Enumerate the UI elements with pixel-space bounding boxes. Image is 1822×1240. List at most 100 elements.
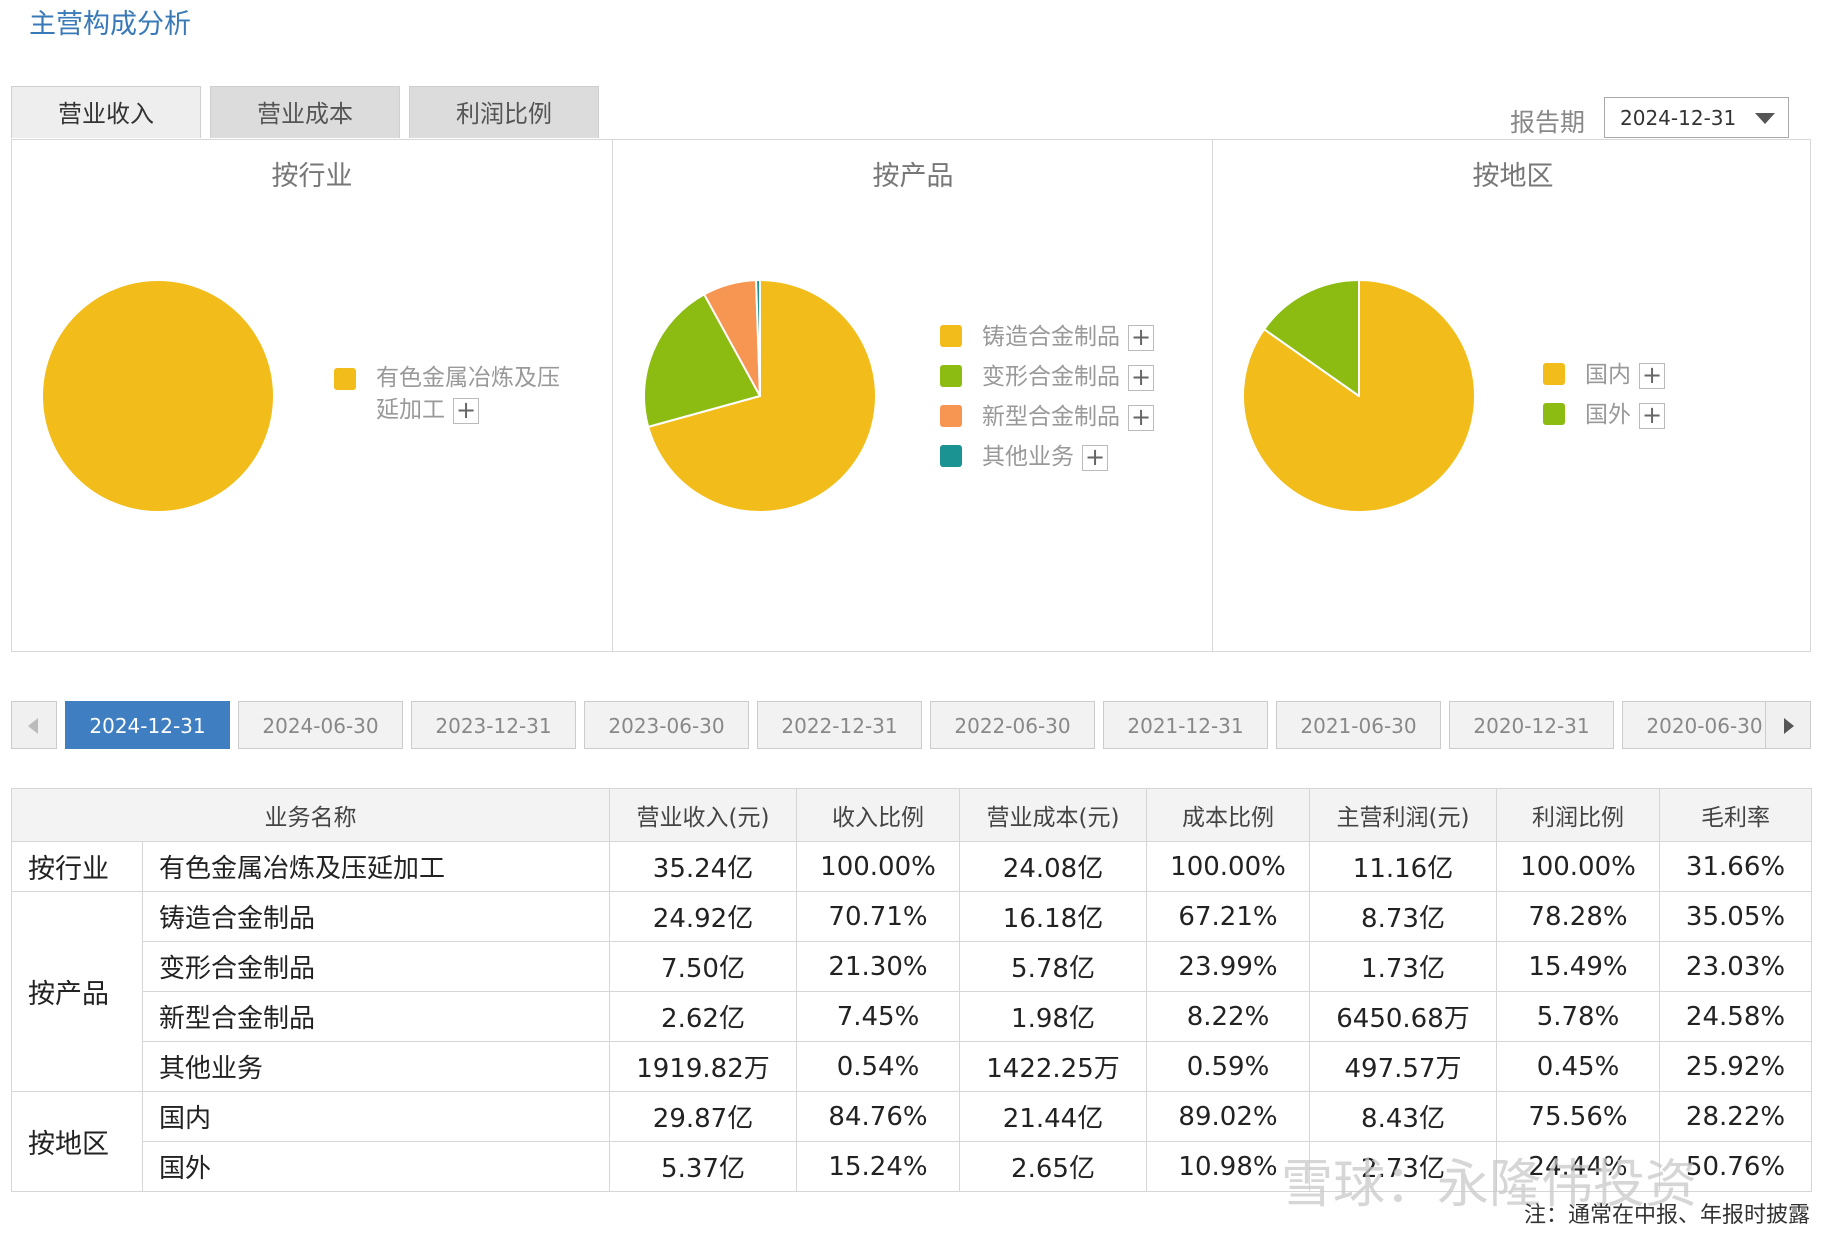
- table-row: 变形合金制品 7.50亿 21.30% 5.78亿 23.99% 1.73亿 15.49% 2…: [12, 941, 1812, 992]
- pie-slice[interactable]: [41, 279, 275, 513]
- table-cell: 5.78%: [1496, 991, 1660, 1042]
- pie-slice[interactable]: [643, 293, 761, 428]
- col-header-gross-margin: 毛利率: [1659, 788, 1812, 842]
- table-cell: 5.78亿: [959, 941, 1147, 992]
- date-button[interactable]: 2021-06-30: [1276, 701, 1441, 749]
- table-cell: 89.02%: [1146, 1091, 1310, 1142]
- table-cell: 0.45%: [1496, 1041, 1660, 1092]
- pie-chart: [1242, 279, 1476, 513]
- table-cell: 8.73亿: [1309, 891, 1497, 942]
- report-period-label: 报告期: [1510, 108, 1586, 137]
- table-cell: 67.21%: [1146, 891, 1310, 942]
- table-cell: 50.76%: [1659, 1141, 1812, 1192]
- legend-label: 国外 +: [1585, 397, 1665, 433]
- date-button[interactable]: 2022-12-31: [757, 701, 922, 749]
- table-row: 国外 5.37亿 15.24% 2.65亿 10.98% 2.73亿 24.44% 50.76…: [12, 1141, 1812, 1192]
- date-button[interactable]: 2024-06-30: [238, 701, 403, 749]
- chevron-right-icon: [1784, 718, 1794, 734]
- table-cell: 24.08亿: [959, 841, 1147, 892]
- date-button[interactable]: 2023-06-30: [584, 701, 749, 749]
- table-cell: 5.37亿: [609, 1141, 797, 1192]
- legend-swatch: [1543, 363, 1565, 385]
- table-cell: 29.87亿: [609, 1091, 797, 1142]
- row-group-label: 按地区: [11, 1091, 143, 1192]
- business-name-cell: 国外: [142, 1141, 610, 1192]
- table-cell: 0.59%: [1146, 1041, 1310, 1092]
- table-row: 新型合金制品 2.62亿 7.45% 1.98亿 8.22% 6450.68万 5.78% 2…: [12, 991, 1812, 1042]
- legend-label-text: 其他业务: [982, 444, 1074, 470]
- table-cell: 100.00%: [1496, 841, 1660, 892]
- table-cell: 16.18亿: [959, 891, 1147, 942]
- plus-icon[interactable]: +: [453, 397, 479, 424]
- date-button[interactable]: 2024-12-31: [65, 701, 230, 749]
- legend-label-text: 国内: [1585, 362, 1631, 388]
- tab-cost[interactable]: 营业成本: [210, 86, 400, 138]
- date-navigator: 2024-12-31 2024-06-30 2023-12-31 2023-06-30…: [11, 701, 1811, 749]
- legend-swatch: [334, 368, 356, 390]
- table-cell: 23.99%: [1146, 941, 1310, 992]
- legend-swatch: [940, 325, 962, 347]
- pie-slice[interactable]: [1242, 279, 1476, 513]
- date-prev-button[interactable]: [11, 701, 57, 749]
- table-cell: 84.76%: [796, 1091, 960, 1142]
- col-header-cost: 营业成本(元): [959, 788, 1147, 842]
- date-next-button[interactable]: [1765, 701, 1811, 749]
- plus-icon[interactable]: +: [1128, 324, 1154, 351]
- panel-title: 按地区: [1472, 161, 1554, 192]
- panel-title: 按行业: [271, 161, 353, 192]
- table-cell: 100.00%: [1146, 841, 1310, 892]
- table-cell: 1422.25万: [959, 1041, 1147, 1092]
- pie-chart: [643, 279, 877, 513]
- table-row: 按地区 国内 29.87亿 84.76% 21.44亿 89.02% 8.43亿 75.56%…: [11, 1091, 1812, 1192]
- table-cell: 0.54%: [796, 1041, 960, 1092]
- panel-by-industry: 按行业 有色金属冶炼及压延加工 +: [12, 140, 612, 651]
- panel-title: 按产品: [872, 161, 954, 192]
- date-button[interactable]: 2023-12-31: [411, 701, 576, 749]
- table-cell: 70.71%: [796, 891, 960, 942]
- business-name-cell: 变形合金制品: [142, 941, 610, 992]
- tab-revenue[interactable]: 营业收入: [11, 86, 201, 138]
- legend-label-text: 有色金属冶炼及压延加工: [376, 365, 560, 423]
- table-cell: 2.73亿: [1309, 1141, 1497, 1192]
- pie-slice[interactable]: [647, 279, 877, 513]
- pie-chart: [41, 279, 275, 513]
- row-group-label: 按产品: [11, 891, 143, 1092]
- page-title: 主营构成分析: [29, 9, 191, 40]
- pie-slice[interactable]: [1263, 279, 1360, 397]
- plus-icon[interactable]: +: [1639, 402, 1665, 429]
- col-header-business: 业务名称: [11, 788, 610, 842]
- table-cell: 1.73亿: [1309, 941, 1497, 992]
- panel-by-product: 按产品 铸造合金制品 + 变形合金制品 + 新型合金制品 + 其他业务 +: [612, 140, 1213, 651]
- watermark: 雪球：永隆伟投资: [1281, 1155, 1698, 1215]
- legend-label: 其他业务 +: [982, 439, 1108, 475]
- pie-slice[interactable]: [755, 279, 761, 397]
- date-button[interactable]: 2020-06-30: [1622, 701, 1765, 749]
- table-cell: 75.56%: [1496, 1091, 1660, 1142]
- row-group-label: 按行业: [11, 841, 143, 892]
- date-button[interactable]: 2022-06-30: [930, 701, 1095, 749]
- table-cell: 7.45%: [796, 991, 960, 1042]
- report-period-select[interactable]: 2024-12-31: [1604, 97, 1789, 138]
- legend-label: 国内 +: [1585, 357, 1665, 393]
- table-cell: 1.98亿: [959, 991, 1147, 1042]
- pie-panels: 按行业 有色金属冶炼及压延加工 + 按产品 铸造合金制品 + 变形合金制品 + 新型合金制…: [11, 139, 1811, 652]
- table-cell: 8.43亿: [1309, 1091, 1497, 1142]
- table-row: 按行业 有色金属冶炼及压延加工 35.24亿 100.00% 24.08亿 100.00%…: [11, 841, 1812, 892]
- table-cell: 15.24%: [796, 1141, 960, 1192]
- legend-label: 变形合金制品 +: [982, 359, 1154, 395]
- legend-swatch: [940, 405, 962, 427]
- business-name-cell: 有色金属冶炼及压延加工: [142, 841, 610, 892]
- date-button[interactable]: 2021-12-31: [1103, 701, 1268, 749]
- col-header-cost-ratio: 成本比例: [1146, 788, 1310, 842]
- plus-icon[interactable]: +: [1128, 404, 1154, 431]
- legend-swatch: [1543, 403, 1565, 425]
- legend-swatch: [940, 365, 962, 387]
- date-strip: 2024-12-31 2024-06-30 2023-12-31 2023-06-30…: [65, 701, 1765, 749]
- tab-profit-ratio[interactable]: 利润比例: [409, 86, 599, 138]
- plus-icon[interactable]: +: [1639, 362, 1665, 389]
- business-name-cell: 国内: [142, 1091, 610, 1142]
- table-cell: 1919.82万: [609, 1041, 797, 1092]
- plus-icon[interactable]: +: [1128, 364, 1154, 391]
- plus-icon[interactable]: +: [1082, 444, 1108, 471]
- date-button[interactable]: 2020-12-31: [1449, 701, 1614, 749]
